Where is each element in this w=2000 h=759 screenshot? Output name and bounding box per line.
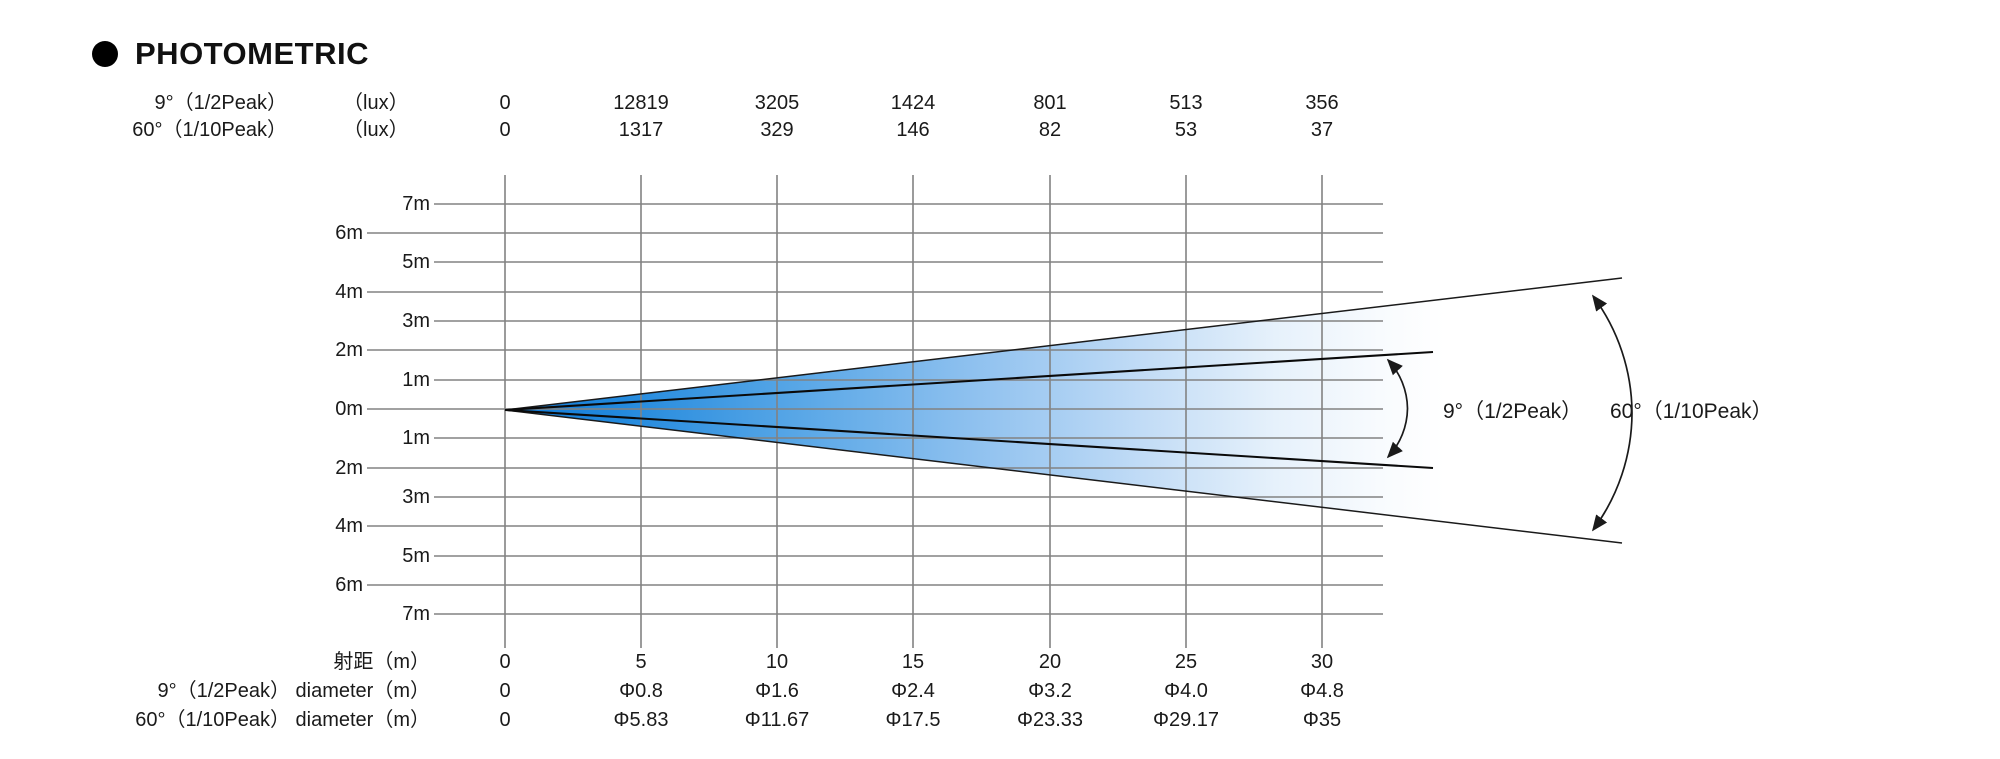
lux-60deg-value: 53: [1174, 119, 1198, 141]
diameter-9deg-value: Φ3.2: [1028, 680, 1072, 702]
axis-label: 2m: [335, 339, 363, 361]
lux-60deg-value: 146: [896, 119, 930, 141]
beam-cone-fill: [505, 298, 1450, 522]
axis-label: 5m: [402, 545, 430, 567]
beam-edge-wide-bottom: [504, 409, 1623, 544]
lux-row-60deg-label: 60°（1/10Peak）: [132, 119, 287, 141]
diameter-9deg-value: Φ4.8: [1300, 680, 1344, 702]
lux-60deg-value: 37: [1310, 119, 1334, 141]
lux-9deg-value: 12819: [613, 92, 669, 114]
lux-60deg-value: 1317: [618, 119, 664, 141]
diameter-9deg-value: Φ4.0: [1164, 680, 1208, 702]
distance-value: 15: [901, 651, 925, 673]
page-title: PHOTOMETRIC: [135, 36, 369, 71]
lux-60deg-value: 329: [760, 119, 794, 141]
axis-label: 3m: [402, 486, 430, 508]
diameter-60deg-value: 0: [499, 709, 511, 731]
lux-9deg-value: 513: [1169, 92, 1203, 114]
lux-9deg-value: 3205: [754, 92, 800, 114]
axis-label: 7m: [402, 603, 430, 625]
beam-edge-wide-top: [504, 277, 1623, 411]
distance-value: 20: [1038, 651, 1062, 673]
lux-row-60deg-unit: （lux）: [343, 119, 409, 141]
lux-9deg-value: 0: [499, 92, 511, 114]
lux-9deg-value: 801: [1033, 92, 1067, 114]
diameter-60deg-row-label: 60°（1/10Peak） diameter（m）: [135, 709, 430, 731]
lux-9deg-value: 356: [1305, 92, 1339, 114]
axis-label: 0m: [335, 398, 363, 420]
axis-label: 3m: [402, 310, 430, 332]
diameter-9deg-value: 0: [499, 680, 511, 702]
angle-arc-60-lower: [1591, 412, 1633, 532]
axis-label: 6m: [335, 574, 363, 596]
lux-60deg-value: 0: [499, 119, 511, 141]
distance-value: 25: [1174, 651, 1198, 673]
section-header: PHOTOMETRIC: [92, 36, 369, 72]
bullet-icon: [92, 41, 118, 67]
lux-9deg-value: 1424: [890, 92, 936, 114]
diameter-60deg-value: Φ11.67: [744, 709, 810, 731]
lux-row-9deg-unit: （lux）: [343, 92, 409, 114]
axis-label: 7m: [402, 193, 430, 215]
distance-value: 10: [765, 651, 789, 673]
beam-edge-narrow-top: [504, 351, 1434, 411]
diameter-60deg-value: Φ23.33: [1016, 709, 1084, 731]
diameter-60deg-value: Φ17.5: [885, 709, 941, 731]
diameter-9deg-value: Φ2.4: [891, 680, 935, 702]
axis-label: 2m: [335, 457, 363, 479]
axis-label: 4m: [335, 515, 363, 537]
diameter-9deg-row-label: 9°（1/2Peak） diameter（m）: [157, 680, 430, 702]
diameter-60deg-value: Φ5.83: [613, 709, 669, 731]
axis-label: 6m: [335, 222, 363, 244]
axis-label: 1m: [402, 427, 430, 449]
distance-value: 0: [499, 651, 511, 673]
axis-label: 4m: [335, 281, 363, 303]
axis-label: 5m: [402, 251, 430, 273]
lux-row-9deg-label: 9°（1/2Peak）: [154, 92, 287, 114]
diameter-60deg-value: Φ35: [1302, 709, 1342, 731]
diameter-9deg-value: Φ1.6: [755, 680, 799, 702]
diameter-9deg-value: Φ0.8: [619, 680, 663, 702]
angle-arc-9-lower: [1386, 408, 1409, 459]
distance-value: 30: [1310, 651, 1334, 673]
axis-label: 1m: [402, 369, 430, 391]
angle-arc-9-upper: [1386, 358, 1409, 409]
angle-arc-60-upper: [1591, 294, 1633, 414]
beam-angle-label-60: 60°（1/10Peak）: [1610, 400, 1773, 423]
distance-value: 5: [635, 651, 647, 673]
lux-60deg-value: 82: [1038, 119, 1062, 141]
beam-edge-narrow-bottom: [504, 409, 1434, 469]
distance-row-label: 射距（m）: [333, 651, 430, 673]
diameter-60deg-value: Φ29.17: [1152, 709, 1220, 731]
beam-angle-label-9: 9°（1/2Peak）: [1443, 400, 1582, 423]
